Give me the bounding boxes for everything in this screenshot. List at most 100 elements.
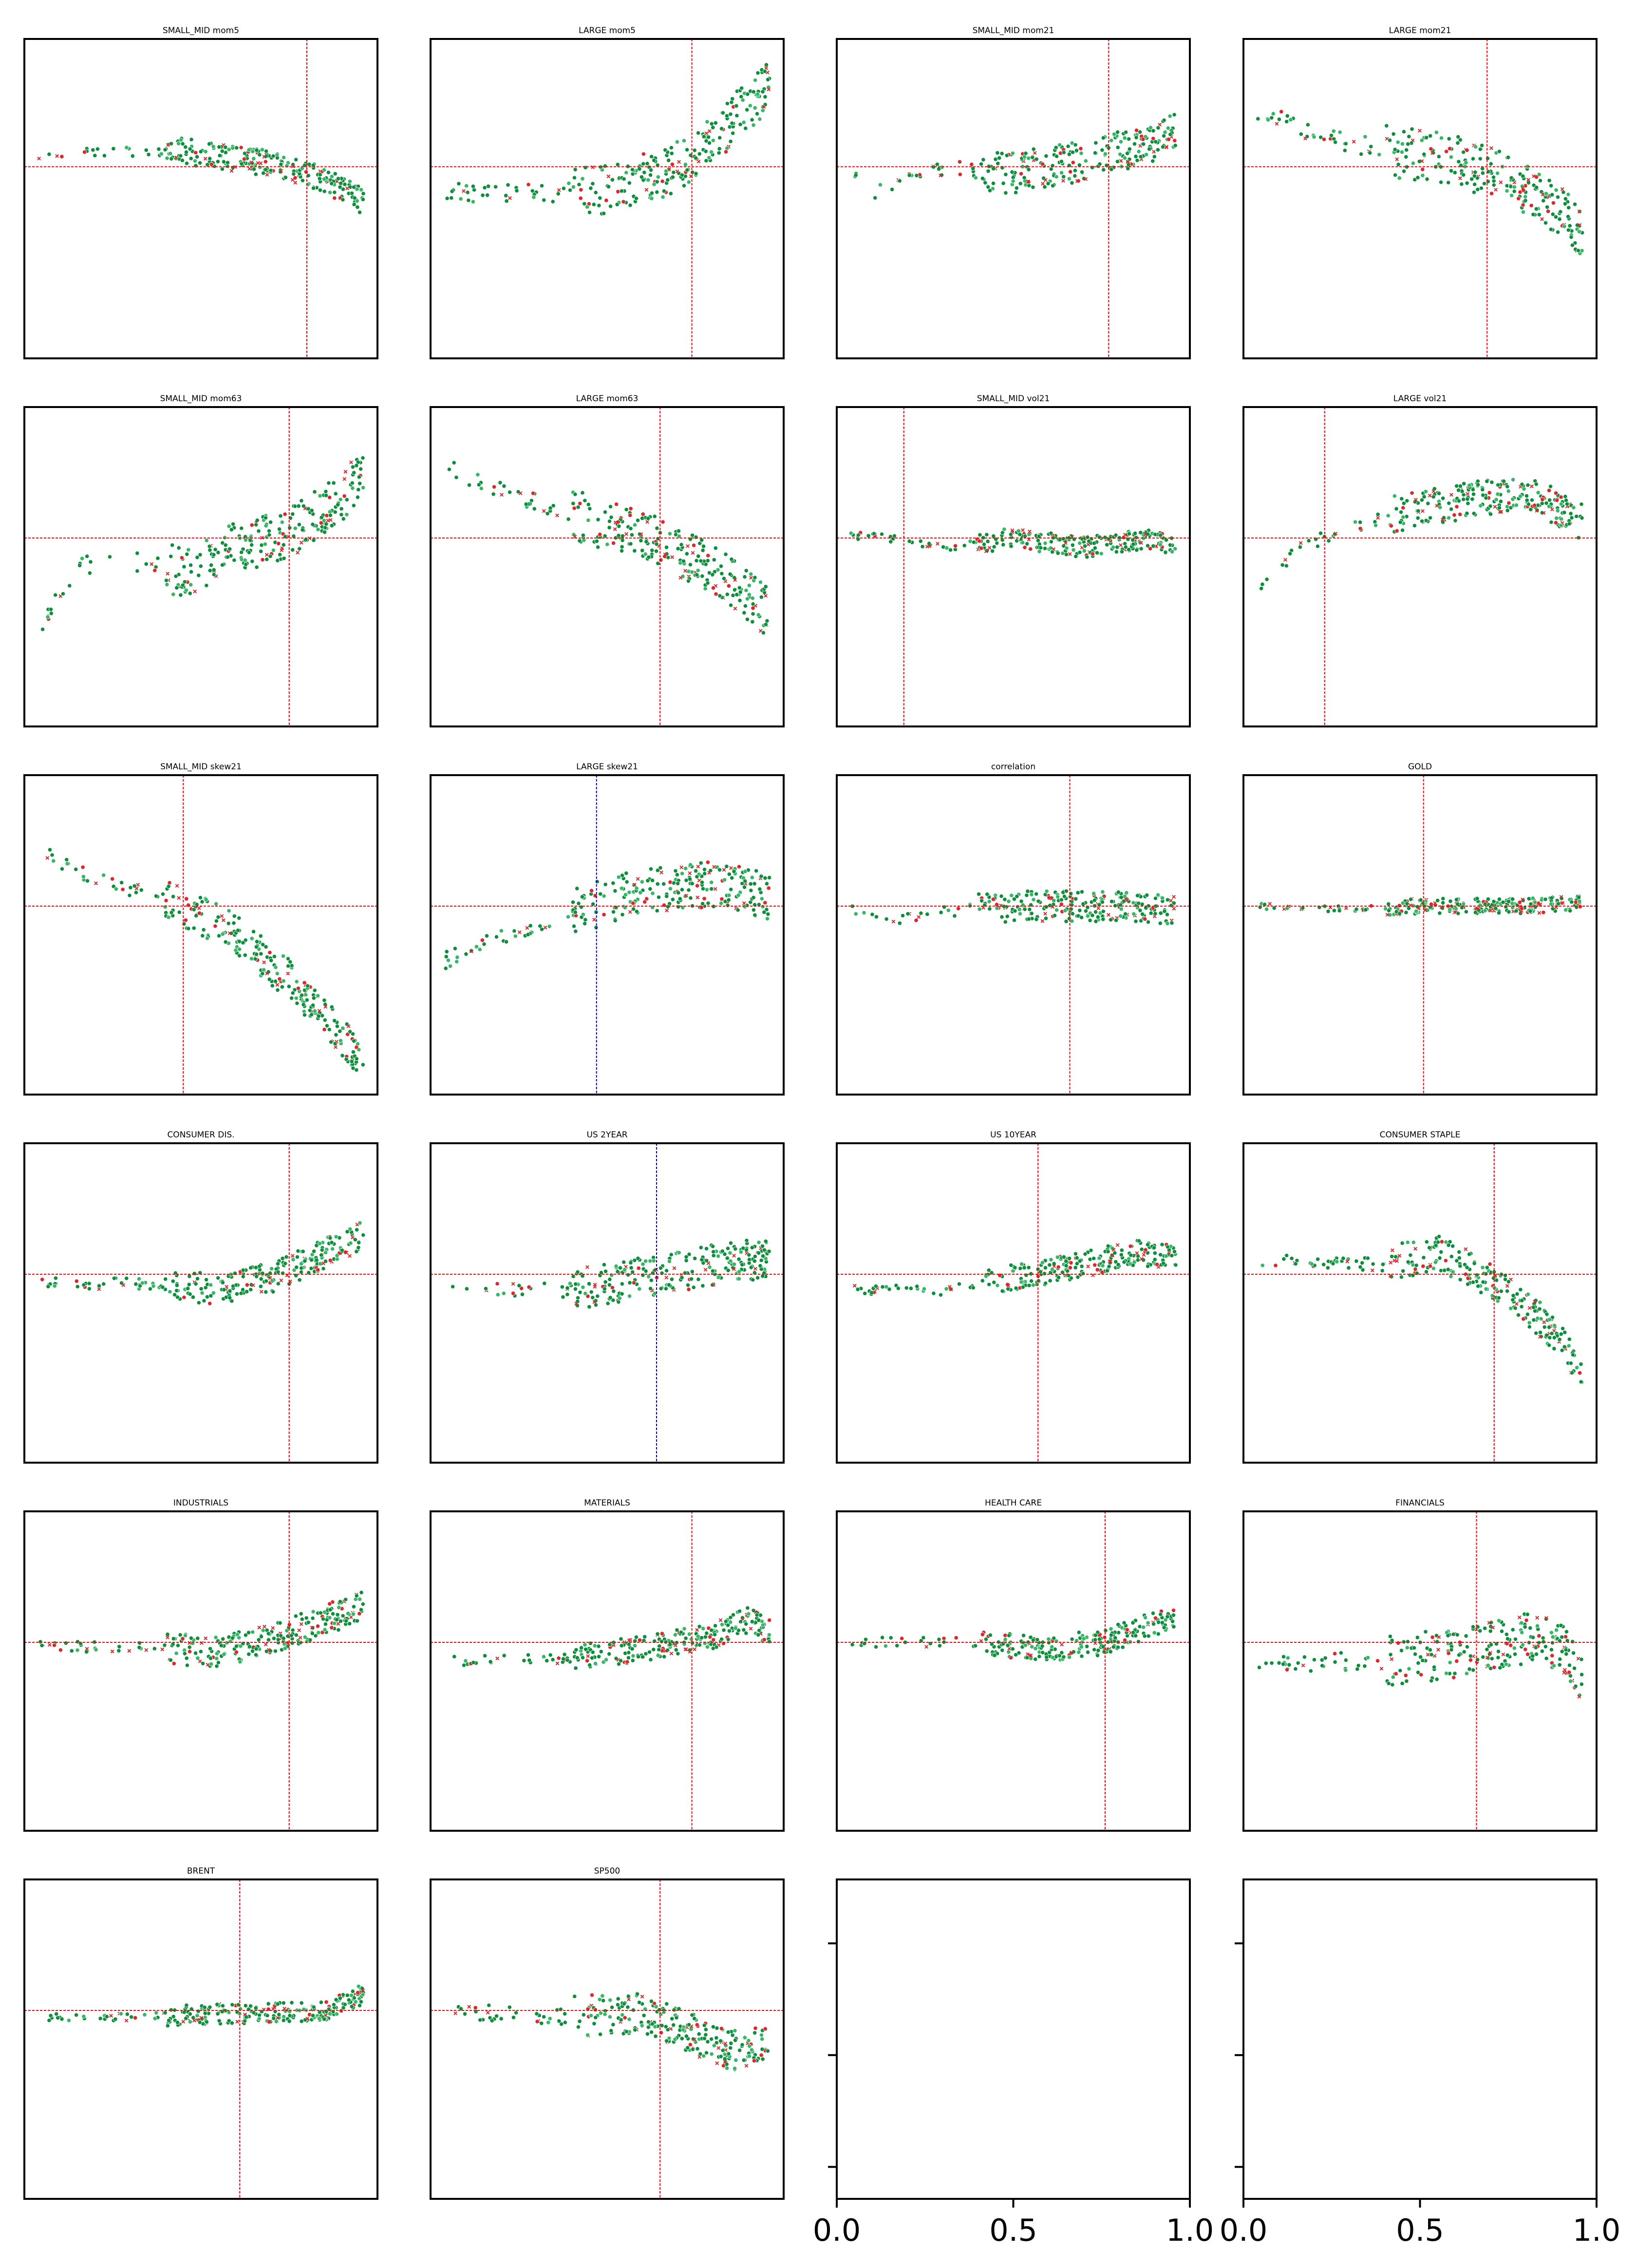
subplot-title: SMALL_MID skew21 <box>160 762 242 772</box>
scatter-point <box>1406 1260 1410 1264</box>
scatter-point <box>495 1656 500 1660</box>
scatter-point <box>241 1274 245 1279</box>
scatter-point <box>1373 523 1378 528</box>
scatter-point <box>697 151 702 156</box>
scatter-point <box>678 1630 684 1635</box>
scatter-point <box>263 149 269 154</box>
scatter-point <box>542 509 546 513</box>
scatter-point <box>709 1628 714 1633</box>
scatter-point <box>1029 911 1034 916</box>
scatter-point <box>626 1642 631 1647</box>
scatter-point <box>309 1258 314 1263</box>
scatter-point <box>1531 1305 1536 1310</box>
scatter-point <box>595 879 600 884</box>
scatter-point <box>1454 504 1459 509</box>
scatter-point <box>656 536 660 541</box>
scatter-point <box>148 1286 152 1291</box>
scatter-point <box>88 559 93 564</box>
scatter-point <box>1113 918 1119 923</box>
scatter-point <box>1457 1256 1462 1261</box>
scatter-point <box>1459 182 1464 186</box>
subplot-19: HEALTH CARE <box>836 1498 1191 1832</box>
scatter-point <box>1115 1243 1120 1247</box>
scatter-point <box>1043 1265 1048 1270</box>
scatter-point <box>703 1267 708 1272</box>
scatter-point <box>740 881 745 886</box>
scatter-point <box>993 157 998 162</box>
scatter-point <box>203 149 208 154</box>
scatter-point <box>282 1261 288 1266</box>
scatter-point <box>589 1289 594 1295</box>
scatter-point <box>737 585 742 590</box>
scatter-point <box>949 1287 953 1292</box>
scatter-point <box>525 926 529 930</box>
scatter-point <box>219 1643 224 1648</box>
scatter-point <box>670 555 675 559</box>
scatter-point <box>302 1259 307 1264</box>
scatter-point <box>275 1261 281 1266</box>
scatter-point <box>338 1038 343 1043</box>
scatter-point <box>1284 563 1289 568</box>
scatter-point <box>1151 136 1156 141</box>
scatter-point <box>1173 143 1178 148</box>
scatter-point <box>1316 1257 1320 1262</box>
scatter-point <box>1019 1262 1024 1266</box>
scatter-point <box>1518 189 1523 195</box>
scatter-point <box>1081 901 1086 907</box>
scatter-point <box>1427 1246 1432 1250</box>
scatter-point <box>1066 144 1071 149</box>
scatter-point <box>186 547 191 552</box>
scatter-point <box>1360 1261 1365 1265</box>
scatter-point <box>329 174 334 179</box>
scatter-point <box>713 887 717 891</box>
scatter-point <box>101 1282 106 1286</box>
scatter-point <box>1491 183 1496 187</box>
scatter-point <box>1541 910 1546 915</box>
subplot-title: US 10YEAR <box>990 1130 1036 1140</box>
scatter-point <box>1071 547 1076 553</box>
scatter-point <box>462 189 466 193</box>
scatter-point <box>1377 152 1382 157</box>
scatter-point <box>1059 1650 1064 1655</box>
scatter-point <box>351 1235 355 1240</box>
scatter-point <box>1539 897 1544 902</box>
scatter-point <box>1044 1655 1049 1660</box>
scatter-point <box>1440 518 1445 522</box>
scatter-point <box>577 539 582 543</box>
scatter-point <box>220 540 225 545</box>
scatter-point <box>578 1290 583 1295</box>
scatter-point <box>631 901 636 906</box>
scatter-point <box>608 1295 613 1300</box>
scatter-point <box>246 1630 251 1635</box>
scatter-point <box>1420 159 1424 163</box>
scatter-point <box>983 1274 989 1279</box>
scatter-point <box>1438 505 1443 510</box>
scatter-point <box>198 1649 203 1654</box>
scatter-point <box>1537 172 1542 177</box>
scatter-point <box>1047 1263 1052 1267</box>
scatter-point <box>1052 1264 1056 1268</box>
scatter-point <box>1004 153 1009 158</box>
scatter-point <box>327 1615 332 1620</box>
scatter-point <box>1127 136 1131 142</box>
scatter-point <box>508 490 512 495</box>
scatter-point <box>758 1264 763 1268</box>
subplot-title: LARGE vol21 <box>1393 394 1447 404</box>
scatter-point <box>1017 911 1022 916</box>
scatter-point <box>697 541 702 546</box>
scatter-point <box>1386 902 1391 907</box>
scatter-point <box>992 1280 997 1285</box>
scatter-point <box>270 1279 275 1283</box>
scatter-point <box>198 895 203 900</box>
scatter-point <box>349 1059 354 1064</box>
scatter-point <box>888 539 893 544</box>
scatter-point <box>900 1636 904 1641</box>
scatter-point <box>764 594 768 598</box>
scatter-point <box>1559 502 1563 506</box>
scatter-point <box>286 971 290 976</box>
scatter-point <box>1538 1330 1543 1335</box>
scatter-point <box>1449 493 1453 497</box>
scatter-point <box>1165 897 1170 902</box>
scatter-point <box>1284 1253 1289 1258</box>
scatter-point <box>1421 1255 1426 1260</box>
